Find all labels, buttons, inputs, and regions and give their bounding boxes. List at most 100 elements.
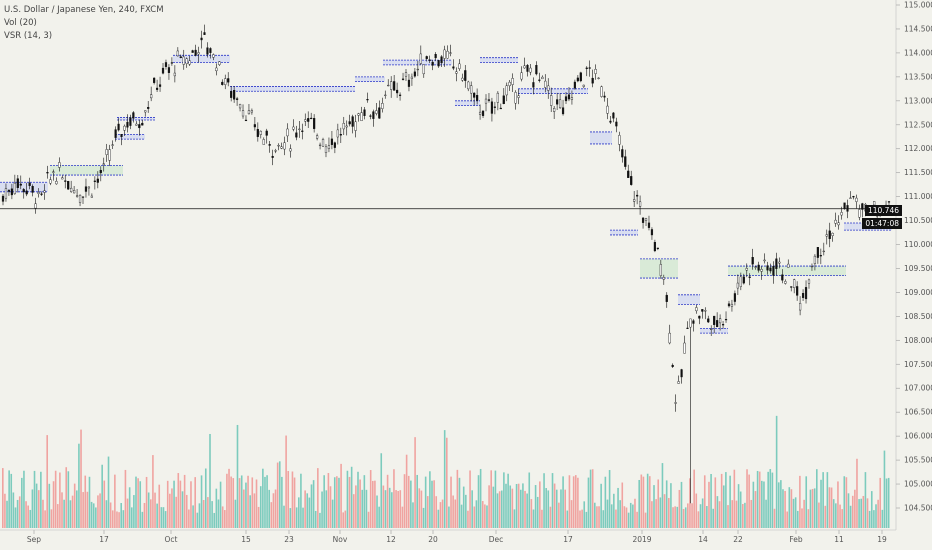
volume-bar xyxy=(23,470,25,528)
candle-body xyxy=(164,62,168,67)
candle-body xyxy=(191,50,194,53)
volume-bar xyxy=(40,471,42,528)
candle-body xyxy=(763,259,766,262)
candle-body xyxy=(588,67,591,69)
volume-bar xyxy=(321,491,323,528)
candle-body xyxy=(390,81,393,90)
volume-bar xyxy=(405,454,408,528)
vsr-indicator-label[interactable]: VSR (14, 3) xyxy=(4,31,53,41)
volume-bar xyxy=(488,485,490,528)
candle-body xyxy=(630,176,633,185)
y-tick-label: 113.000 xyxy=(904,96,932,105)
volume-bar xyxy=(627,512,630,528)
candle-body xyxy=(843,202,846,209)
volume-bar xyxy=(555,489,558,528)
candle-body xyxy=(295,132,298,138)
x-tick-label: 20 xyxy=(428,535,438,544)
volume-bar xyxy=(716,496,719,528)
volume-bar xyxy=(818,502,820,528)
candle-body xyxy=(736,282,739,289)
volume-bar xyxy=(782,489,784,528)
volume-bar xyxy=(298,497,300,528)
candle-body xyxy=(304,119,307,122)
candle-body xyxy=(286,128,289,137)
volume-bar xyxy=(881,509,884,528)
volume-bar xyxy=(761,480,763,528)
volume-bar xyxy=(870,491,873,528)
volume-bar xyxy=(877,499,879,528)
volume-bar xyxy=(33,470,36,528)
volume-bar xyxy=(729,475,731,528)
volume-bar xyxy=(372,480,374,528)
candle-body xyxy=(855,197,858,202)
candle-body xyxy=(135,123,138,126)
volume-bar xyxy=(25,501,27,528)
volume-bar xyxy=(323,475,325,528)
volume-indicator-label[interactable]: Vol (20) xyxy=(4,18,37,28)
candle-body xyxy=(46,172,49,174)
candle-body xyxy=(727,303,731,307)
volume-bar xyxy=(790,489,793,528)
volume-bar xyxy=(312,480,315,528)
volume-bar xyxy=(486,505,488,528)
candle-body xyxy=(822,250,825,253)
vsr-band-fill xyxy=(728,266,846,276)
candle-body xyxy=(612,112,615,119)
candle-body xyxy=(194,49,197,56)
candle-body xyxy=(244,119,248,122)
volume-bar xyxy=(579,510,581,528)
candle-body xyxy=(141,122,144,126)
volume-bar xyxy=(837,481,839,528)
volume-bar xyxy=(530,499,533,528)
volume-bar xyxy=(185,494,188,528)
candle-body xyxy=(671,364,674,367)
x-tick-label: 19 xyxy=(877,535,887,544)
candle-body xyxy=(16,178,19,189)
candles xyxy=(1,24,891,504)
candle-body xyxy=(852,196,855,198)
volume-bar xyxy=(828,487,831,528)
candle-body xyxy=(348,121,351,125)
volume-bar xyxy=(619,500,621,528)
candle-body xyxy=(716,320,719,328)
volume-bar xyxy=(541,509,543,528)
candle-body xyxy=(819,255,822,257)
volume-bar xyxy=(238,478,241,528)
candle-body xyxy=(144,110,147,113)
candle-body xyxy=(280,146,283,149)
vsr-band-fill xyxy=(590,131,612,144)
candle-body xyxy=(553,108,556,112)
candle-body xyxy=(775,258,778,269)
volume-bar xyxy=(794,497,797,528)
volume-bar xyxy=(342,512,344,528)
candle-body xyxy=(58,162,61,168)
volume-bar xyxy=(875,504,877,528)
x-tick-label: 17 xyxy=(563,535,573,544)
candle-body xyxy=(801,293,805,298)
candle-body xyxy=(401,78,405,80)
volume-bar xyxy=(873,510,875,528)
volume-bar xyxy=(678,489,681,528)
volume-bar xyxy=(333,477,336,528)
volume-bar xyxy=(799,475,801,528)
chart-title[interactable]: U.S. Dollar / Japanese Yen, 240, FXCM xyxy=(4,5,164,15)
candle-body xyxy=(40,193,43,195)
y-tick-label: 110.500 xyxy=(904,216,932,225)
candle-body xyxy=(656,247,659,249)
candle-body xyxy=(523,65,526,69)
candle-body xyxy=(739,276,742,287)
candle-body xyxy=(541,76,544,80)
candle-body xyxy=(772,266,775,276)
volume-bar xyxy=(382,485,385,528)
y-tick-label: 113.500 xyxy=(904,72,932,81)
x-tick-label: Feb xyxy=(789,535,803,544)
volume-bar xyxy=(689,478,691,528)
volume-bar xyxy=(306,493,309,528)
candle-body xyxy=(129,117,132,126)
volume-bar xyxy=(331,499,334,528)
volume-bar xyxy=(139,481,142,528)
candle-body xyxy=(627,170,630,178)
y-tick-label: 107.500 xyxy=(904,360,932,369)
volume-bar xyxy=(562,476,564,528)
